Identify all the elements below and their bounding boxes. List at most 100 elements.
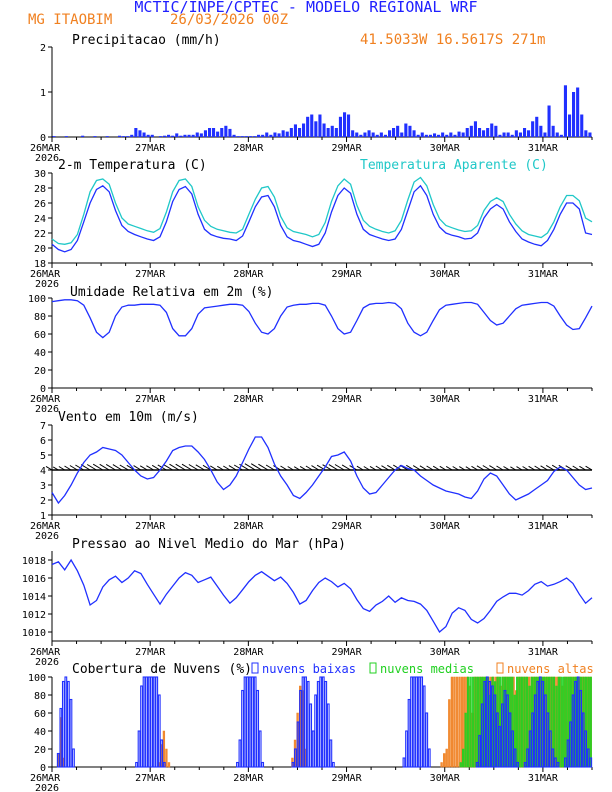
precip-bar xyxy=(371,132,375,137)
temperature-x-tick-label: 28MAR xyxy=(233,269,264,280)
humidity-line xyxy=(51,299,593,339)
cloud-bar-blue xyxy=(241,689,244,768)
cloud-bar-green xyxy=(466,676,470,768)
wind-x-tick-label: 26MAR xyxy=(30,521,61,532)
apparent-temperature-legend: Temperatura Aparente (C) xyxy=(360,158,548,173)
cloud-bar-blue xyxy=(425,712,429,768)
precip-bar xyxy=(158,136,162,137)
wind-y-tick-label: 2 xyxy=(40,496,46,507)
cloud-bar-green xyxy=(555,685,558,768)
precip-bar xyxy=(551,125,555,138)
wind-barb xyxy=(75,464,85,471)
cloud-bar-blue xyxy=(246,676,249,768)
legend-swatch-blue xyxy=(251,662,259,674)
clouds-x-tick-label: 26MAR xyxy=(30,773,61,784)
cloud-bar-blue xyxy=(589,757,593,768)
cloud-bar-blue xyxy=(584,730,588,768)
cloud-bar-blue xyxy=(301,676,305,768)
cloud-bar-blue xyxy=(306,680,310,768)
precip-bar xyxy=(457,131,461,137)
precip-bar xyxy=(543,132,547,137)
wind-barb xyxy=(181,463,193,471)
precip-bar xyxy=(314,121,318,138)
wind-y-tick-label: 1 xyxy=(40,511,46,522)
humidity-x-tick-label: 29MAR xyxy=(331,394,362,405)
wind-barb xyxy=(439,465,447,471)
humidity-x-tick-label: 27MAR xyxy=(135,394,166,405)
cloud-bar-blue xyxy=(331,761,335,768)
precip-bar xyxy=(187,134,191,138)
precip-bar xyxy=(343,112,347,138)
cloud-bar-blue xyxy=(528,730,532,768)
wind-barb xyxy=(471,465,478,471)
precip-bar xyxy=(289,128,293,137)
precip-bar xyxy=(555,132,559,137)
wind-barb xyxy=(516,466,523,471)
wind-title: Vento em 10m (m/s) xyxy=(58,410,199,425)
wind-barb xyxy=(496,465,504,471)
humidity-x-tick-label: 30MAR xyxy=(430,394,461,405)
precip-x-tick-label: 30MAR xyxy=(430,143,461,154)
wind-barb xyxy=(52,466,59,471)
cloud-bar-blue xyxy=(304,676,307,768)
wind-barb xyxy=(86,464,97,471)
wind-x-tick-label: 27MAR xyxy=(135,521,166,532)
precip-bar xyxy=(363,132,367,137)
cloud-bar-blue xyxy=(64,676,68,768)
precip-bar xyxy=(518,132,522,137)
precip-x-tick-label: 31MAR xyxy=(528,143,559,154)
cloud-bar-blue xyxy=(135,761,138,768)
precip-bar xyxy=(322,123,326,137)
precip-bar xyxy=(347,114,351,137)
cloud-bar-blue xyxy=(526,748,530,768)
cloud-bar-blue xyxy=(569,721,572,768)
cloud-bar-orange xyxy=(458,676,461,768)
precip-bar xyxy=(563,85,567,138)
precip-bar xyxy=(240,136,244,137)
precip-bar xyxy=(216,131,220,137)
clouds-y-tick-label: 60 xyxy=(34,709,46,720)
cloud-bar-blue xyxy=(251,676,254,768)
precip-bar xyxy=(64,136,68,137)
legend-swatch-green xyxy=(369,662,377,674)
wind-barb xyxy=(426,465,434,471)
humidity-y-tick-label: 100 xyxy=(28,294,46,305)
precip-bar xyxy=(150,134,154,138)
precip-bar xyxy=(523,128,527,137)
cloud-bar-blue xyxy=(296,721,300,768)
precip-bar xyxy=(248,136,252,137)
cloud-bar-blue xyxy=(501,703,504,768)
header-coords: 41.5033W 16.5617S 271m xyxy=(360,32,545,48)
cloud-bar-blue xyxy=(150,676,154,768)
precip-bar xyxy=(310,114,314,137)
precip-bar xyxy=(453,134,457,138)
cloud-bar-green xyxy=(523,676,526,768)
cloud-bar-orange xyxy=(453,676,456,768)
cloud-bar-green xyxy=(464,712,467,768)
precip-bar xyxy=(228,128,232,137)
cloud-bar-blue xyxy=(548,730,552,768)
temperature-x-tick-label: 30MAR xyxy=(430,269,461,280)
precip-bar xyxy=(203,130,207,138)
wind-barb xyxy=(459,466,466,471)
precip-bar xyxy=(208,128,212,137)
wind-barb xyxy=(363,466,370,471)
wind-barb xyxy=(105,463,116,471)
cloud-bar-blue xyxy=(574,680,577,768)
cloud-bar-blue xyxy=(410,676,413,768)
cloud-bar-blue xyxy=(427,748,431,768)
temperature-y-tick-label: 22 xyxy=(34,229,46,240)
wind-y-tick-label: 3 xyxy=(40,481,46,492)
precip-bar xyxy=(105,136,109,137)
wind-barb xyxy=(92,463,104,471)
cloud-bar-blue xyxy=(546,712,550,768)
temperature-x-tick-label: 29MAR xyxy=(331,269,362,280)
wind-barb xyxy=(393,464,402,471)
cloud-bar-green xyxy=(516,676,519,768)
precip-bar xyxy=(383,134,387,138)
cloud-bar-orange xyxy=(440,762,443,768)
cloud-bar-blue xyxy=(422,685,426,768)
temperature-panel: 18 20 22 24 26 28 30 26MAR 27MAR 28MAR 29MAR 30MAR 3… xyxy=(30,158,593,290)
wind-barb xyxy=(375,465,383,471)
precip-y-tick-label: 2 xyxy=(40,43,46,54)
